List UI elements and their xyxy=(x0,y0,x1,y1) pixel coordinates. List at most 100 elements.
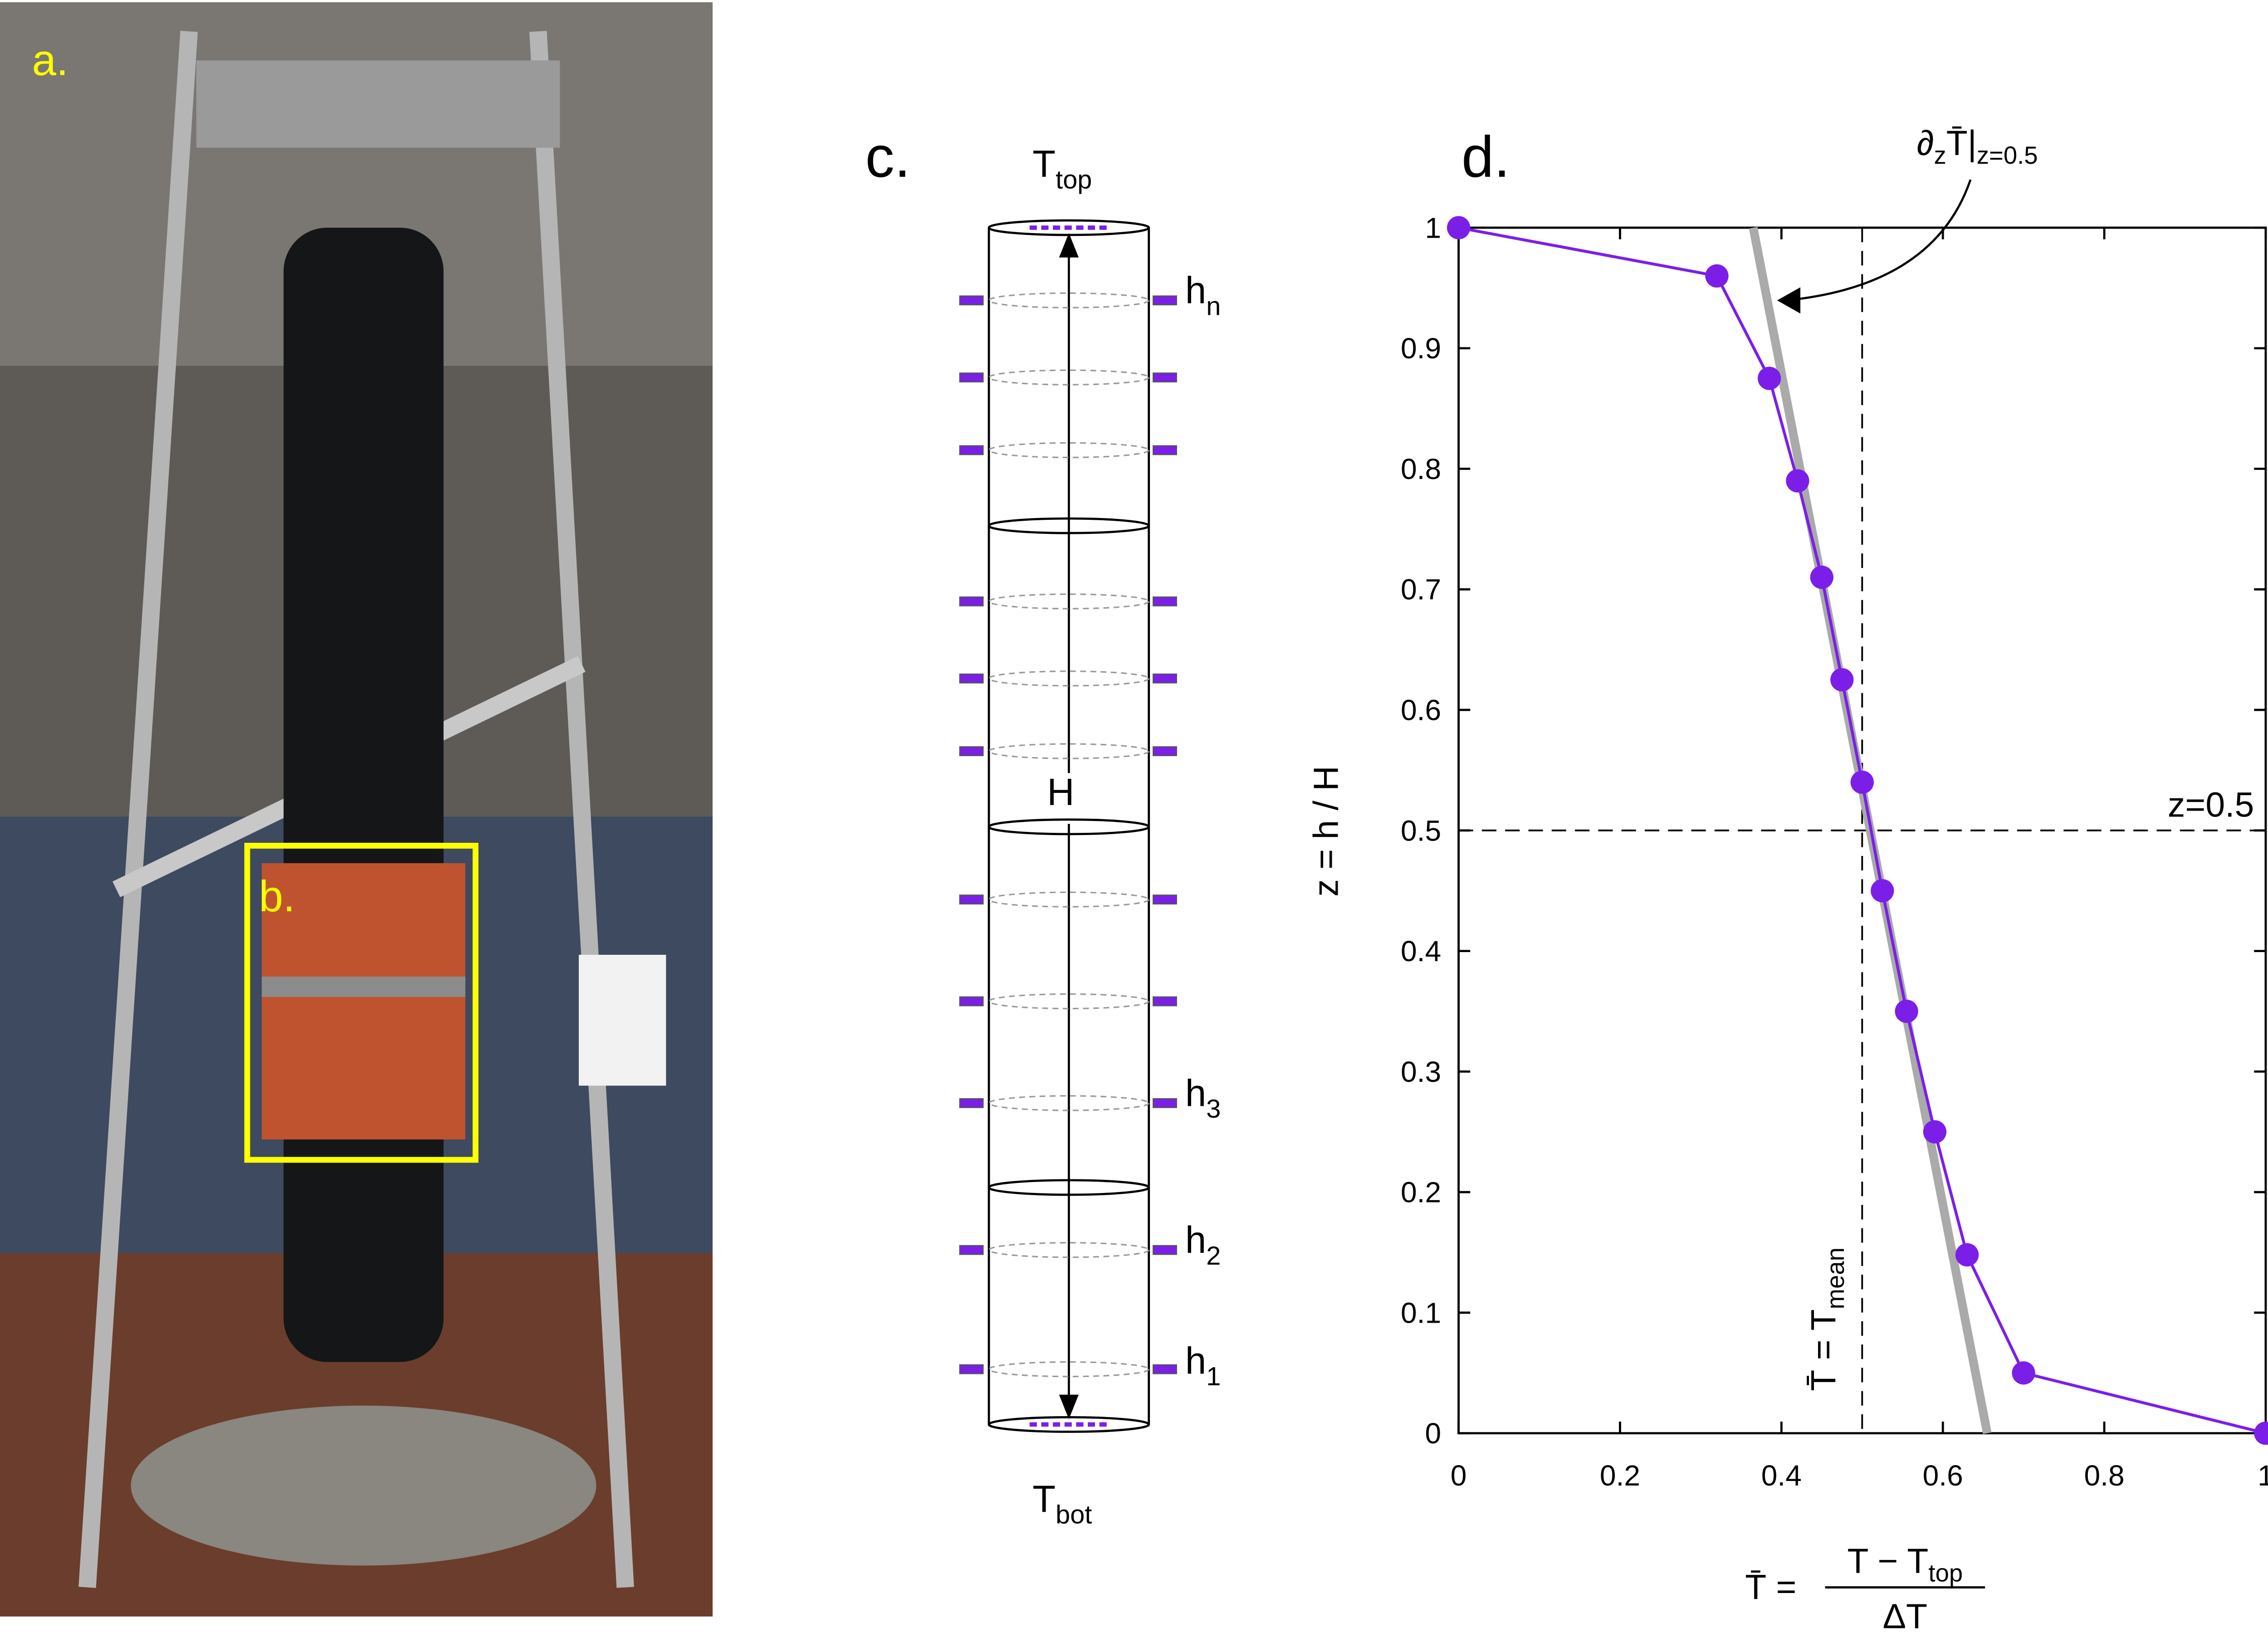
x-tick-label: 0.2 xyxy=(1600,1459,1640,1492)
photo: a. b. xyxy=(0,2,713,1617)
x-tick-label: 0 xyxy=(1451,1459,1467,1492)
y-tick-label: 0.7 xyxy=(1401,573,1441,606)
sensor xyxy=(1153,1098,1177,1108)
x-tick-label: 1 xyxy=(2258,1459,2268,1492)
sensor xyxy=(1153,596,1177,606)
y-tick-label: 0.2 xyxy=(1401,1176,1441,1209)
vline-label: T̄ = Tmean xyxy=(1804,1247,1849,1391)
sensor-label: h1 xyxy=(1185,1339,1221,1391)
sensor xyxy=(959,1364,984,1374)
sensor xyxy=(959,1098,984,1108)
label-sub: bot xyxy=(1056,1500,1092,1529)
sensor-label: h2 xyxy=(1185,1219,1221,1271)
panel-label: c. xyxy=(865,125,911,190)
sensor-label: hn xyxy=(1185,269,1221,321)
y-tick-label: 0.5 xyxy=(1401,814,1441,847)
data-point xyxy=(1955,1243,1979,1267)
data-point xyxy=(1830,668,1854,692)
label-text: T̄ = T xyxy=(1804,1309,1843,1391)
y-tick-label: 0.9 xyxy=(1401,332,1441,365)
label-text: T − T xyxy=(1848,1541,1929,1580)
y-tick-label: 0.8 xyxy=(1401,453,1441,485)
data-point xyxy=(1447,216,1471,239)
sensor xyxy=(959,295,984,306)
sensor xyxy=(1153,746,1177,757)
sensor xyxy=(959,673,984,684)
sensor xyxy=(1153,1245,1177,1255)
label-sub: z xyxy=(1934,142,1946,169)
sensor xyxy=(1153,673,1177,684)
y-tick-label: 0.6 xyxy=(1401,694,1441,727)
label-sub: mean xyxy=(1822,1247,1849,1309)
sensor-label: h3 xyxy=(1185,1072,1221,1124)
label-sub: z=0.5 xyxy=(1977,142,2038,169)
ring xyxy=(988,442,1150,459)
panel-label: a. xyxy=(32,36,68,84)
x-tick-label: 0.8 xyxy=(2084,1459,2125,1492)
sensor xyxy=(959,596,984,606)
sensor xyxy=(1153,996,1177,1007)
label-text: T xyxy=(1032,143,1056,185)
label-sub: 1 xyxy=(1206,1362,1221,1391)
x-axis-label: ΔT xyxy=(1883,1597,1927,1636)
slope-label: ∂zT̄|z=0.5 xyxy=(1917,124,2038,169)
data-point xyxy=(1871,879,1894,903)
label-sub: n xyxy=(1206,292,1221,321)
hline-label: z=0.5 xyxy=(2168,785,2254,824)
y-tick-label: 0 xyxy=(1425,1417,1441,1450)
sensor xyxy=(959,894,984,905)
data-point xyxy=(2012,1361,2035,1385)
sensor xyxy=(1153,372,1177,383)
label-sub: top xyxy=(1056,165,1092,194)
top-label: Ttop xyxy=(1032,143,1092,195)
data-point xyxy=(1810,566,1833,589)
data-point xyxy=(1895,999,1918,1023)
x-axis-label: T̄ = xyxy=(1745,1568,1796,1607)
y-tick-label: 1 xyxy=(1425,211,1441,244)
sensor xyxy=(959,372,984,383)
y-tick-label: 0.4 xyxy=(1401,935,1441,968)
label-text: T̄| xyxy=(1946,124,1977,163)
height-label: H xyxy=(1047,771,1074,813)
y-tick-label: 0.3 xyxy=(1401,1056,1441,1088)
x-tick-label: 0.6 xyxy=(1923,1459,1963,1492)
bottom-label: Tbot xyxy=(1032,1478,1092,1530)
sensor xyxy=(959,1245,984,1255)
data-point xyxy=(2254,1422,2268,1445)
data-point xyxy=(1786,469,1809,493)
sensor xyxy=(959,445,984,455)
ring xyxy=(988,993,1150,1010)
sensor xyxy=(1153,894,1177,905)
panel-label: d. xyxy=(1461,125,1510,190)
label-sub: top xyxy=(1928,1559,1963,1587)
label-sub: 3 xyxy=(1206,1095,1221,1124)
sensor xyxy=(959,996,984,1007)
label-text: h xyxy=(1185,269,1206,312)
diagram: c. Ttop Tbot H hn h3 h2 h1 xyxy=(865,125,1221,1530)
label-text: h xyxy=(1185,1339,1206,1382)
label-text: h xyxy=(1185,1072,1206,1114)
label-text: h xyxy=(1185,1219,1206,1261)
x-tick-label: 0.4 xyxy=(1761,1459,1802,1492)
label-sub: 2 xyxy=(1206,1241,1221,1271)
sensor xyxy=(1153,295,1177,306)
ring xyxy=(988,292,1150,308)
data-point xyxy=(1758,367,1781,390)
panel-label: b. xyxy=(259,872,295,921)
chart: d. z = h / H T̄ = T − Ttop ΔT ∂zT̄|z=0.5… xyxy=(1307,124,2268,1636)
label-text: T xyxy=(1032,1478,1056,1520)
data-point xyxy=(1923,1120,1947,1144)
sensor xyxy=(1153,1364,1177,1374)
y-tick-label: 0.1 xyxy=(1401,1296,1441,1329)
sensor xyxy=(959,746,984,757)
ring xyxy=(988,1242,1150,1258)
ring xyxy=(988,891,1150,908)
sensor xyxy=(1153,445,1177,455)
data-point xyxy=(1705,264,1729,288)
x-axis-label: T − Ttop xyxy=(1848,1541,1963,1587)
ring xyxy=(988,743,1150,759)
label-text: ∂ xyxy=(1917,124,1934,163)
data-point xyxy=(1850,770,1874,794)
y-axis-label: z = h / H xyxy=(1307,766,1346,897)
